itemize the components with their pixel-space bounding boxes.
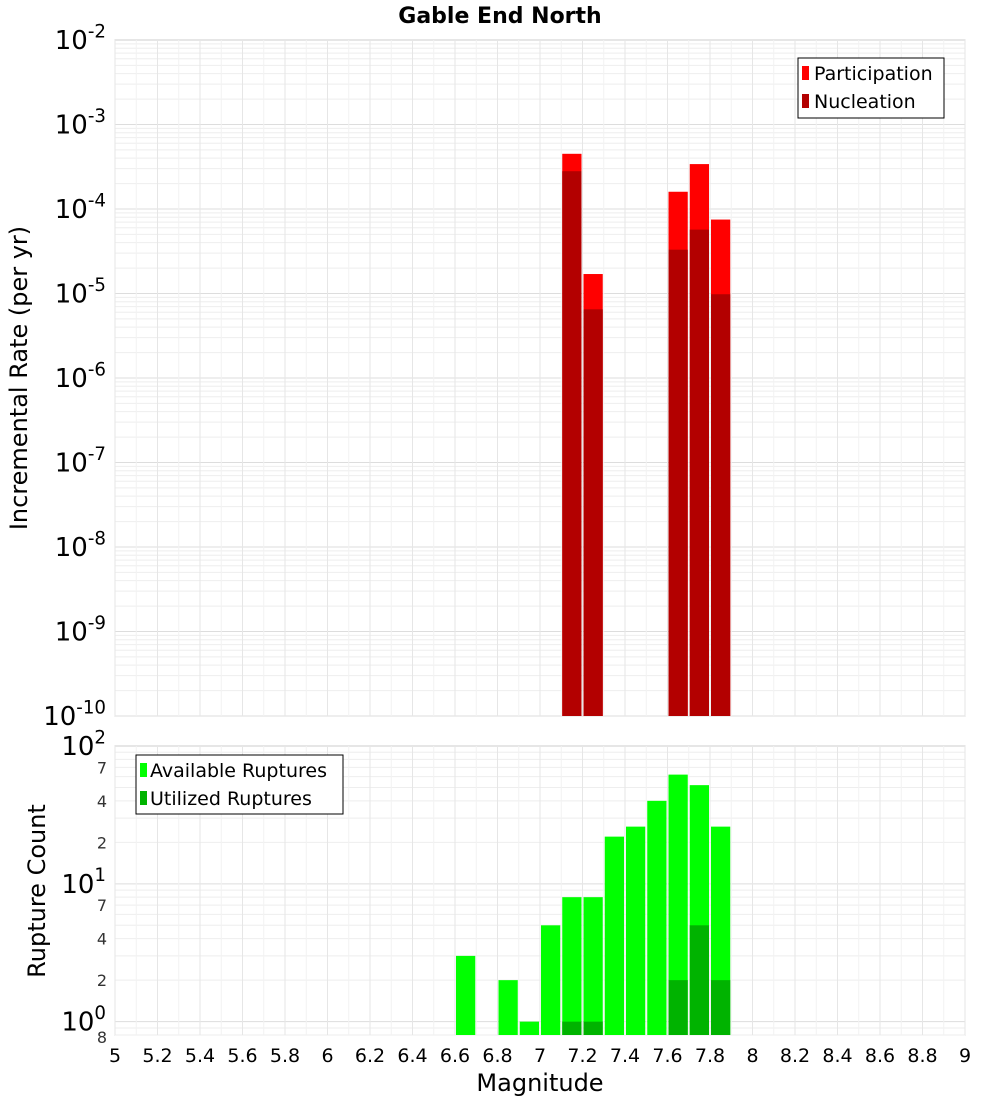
top-y-tick-label: 10-2 (55, 21, 106, 56)
top-y-tick-label: 10-10 (43, 697, 106, 732)
bottom-legend: Available Ruptures Utilized Ruptures (135, 754, 344, 815)
top-panel: 10-2 10-3 10-4 10-5 10-6 10-7 10-8 10-9 10-10 In… (5, 21, 966, 732)
x-tick-label: 6.6 (440, 1045, 470, 1067)
bottom-y-minor-tick-label: 2 (97, 833, 107, 852)
available-bar (456, 955, 476, 1035)
bottom-y-ticks: 102 101 100 7 4 2 7 4 2 8 (61, 727, 107, 1047)
top-y-tick-label: 10-9 (55, 613, 106, 648)
available-bar (604, 836, 624, 1035)
bottom-y-minor-tick-label: 4 (97, 930, 107, 949)
top-grid (114, 40, 966, 717)
utilized-bar (668, 980, 688, 1035)
bottom-y-major-tick-label: 100 (61, 1003, 106, 1038)
utilized-bar (711, 980, 731, 1035)
x-tick-label: 8.2 (780, 1045, 810, 1067)
nucleation-bar (668, 249, 688, 716)
utilized-bar (583, 1021, 603, 1035)
available-bar (668, 774, 688, 1035)
top-legend-box (797, 57, 945, 119)
x-tick-label: 6 (321, 1045, 333, 1067)
bottom-panel: 102 101 100 7 4 2 7 4 2 8 5 5.2 5.4 5.6 5.8 6 6.2 6.4 6.6… (23, 727, 971, 1097)
top-y-tick-label: 10-6 (55, 359, 106, 394)
legend-nucleation-label: Nucleation (814, 91, 916, 113)
bottom-legend-box (135, 754, 344, 815)
x-axis-label: Magnitude (476, 1069, 603, 1097)
utilized-bar (689, 925, 709, 1035)
bottom-y-major-tick-label: 102 (61, 727, 106, 762)
available-bar (541, 925, 561, 1035)
nucleation-bar (562, 171, 582, 716)
legend-available-label: Available Ruptures (150, 760, 327, 782)
available-bar (519, 1021, 539, 1035)
bottom-y-minor-tick-label: 2 (97, 971, 107, 990)
x-tick-label: 8 (746, 1045, 758, 1067)
x-tick-label: 8.6 (865, 1045, 895, 1067)
x-ticks: 5 5.2 5.4 5.6 5.8 6 6.2 6.4 6.6 6.8 7 7.2 7.4 7.6 7.8 8… (109, 1045, 971, 1067)
top-y-axis-label: Incremental Rate (per yr) (5, 226, 33, 530)
x-tick-label: 7.8 (695, 1045, 725, 1067)
x-tick-label: 7 (534, 1045, 546, 1067)
legend-utilized-label: Utilized Ruptures (150, 788, 312, 810)
top-y-tick-label: 10-7 (55, 444, 106, 479)
nucleation-bar (689, 229, 709, 716)
legend-participation-swatch (802, 66, 809, 80)
available-bar (562, 897, 582, 1035)
x-tick-label: 5.8 (270, 1045, 300, 1067)
top-y-tick-label: 10-4 (55, 190, 106, 225)
bottom-y-axis-label: Rupture Count (23, 804, 51, 978)
top-legend: Participation Nucleation (797, 57, 945, 119)
x-tick-label: 5.2 (142, 1045, 172, 1067)
x-tick-label: 5 (109, 1045, 121, 1067)
legend-utilized-swatch (140, 791, 147, 805)
top-y-tick-label: 10-3 (55, 106, 106, 141)
x-tick-label: 6.2 (355, 1045, 385, 1067)
x-tick-label: 5.4 (185, 1045, 215, 1067)
bottom-y-minor-tick-label: 7 (97, 758, 107, 777)
available-bar (498, 980, 518, 1035)
x-tick-label: 5.6 (227, 1045, 257, 1067)
legend-available-swatch (140, 763, 147, 777)
bottom-y-minor-tick-label: 8 (97, 1028, 107, 1047)
top-y-tick-label: 10-5 (55, 275, 106, 310)
legend-participation-label: Participation (814, 63, 933, 85)
available-bar (647, 800, 667, 1035)
top-bars (562, 153, 731, 717)
utilized-bar (562, 1021, 582, 1035)
available-bar (626, 826, 646, 1035)
bottom-y-minor-tick-label: 7 (97, 896, 107, 915)
x-tick-label: 7.2 (567, 1045, 597, 1067)
nucleation-bar (583, 309, 603, 716)
x-tick-label: 6.4 (397, 1045, 427, 1067)
nucleation-bar (711, 294, 731, 716)
legend-nucleation-swatch (802, 94, 809, 108)
x-tick-label: 7.6 (652, 1045, 682, 1067)
x-tick-label: 6.8 (482, 1045, 512, 1067)
x-tick-label: 8.4 (822, 1045, 852, 1067)
top-y-tick-label: 10-8 (55, 528, 106, 563)
bottom-y-major-tick-label: 101 (61, 865, 106, 900)
bottom-bars (456, 774, 731, 1035)
top-y-ticks: 10-2 10-3 10-4 10-5 10-6 10-7 10-8 10-9 10-10 (43, 21, 106, 732)
x-tick-label: 7.4 (610, 1045, 640, 1067)
x-tick-label: 8.8 (907, 1045, 937, 1067)
available-bar (583, 897, 603, 1035)
x-tick-label: 9 (959, 1045, 971, 1067)
bottom-y-minor-tick-label: 4 (97, 792, 107, 811)
chart-title: Gable End North (398, 4, 601, 29)
